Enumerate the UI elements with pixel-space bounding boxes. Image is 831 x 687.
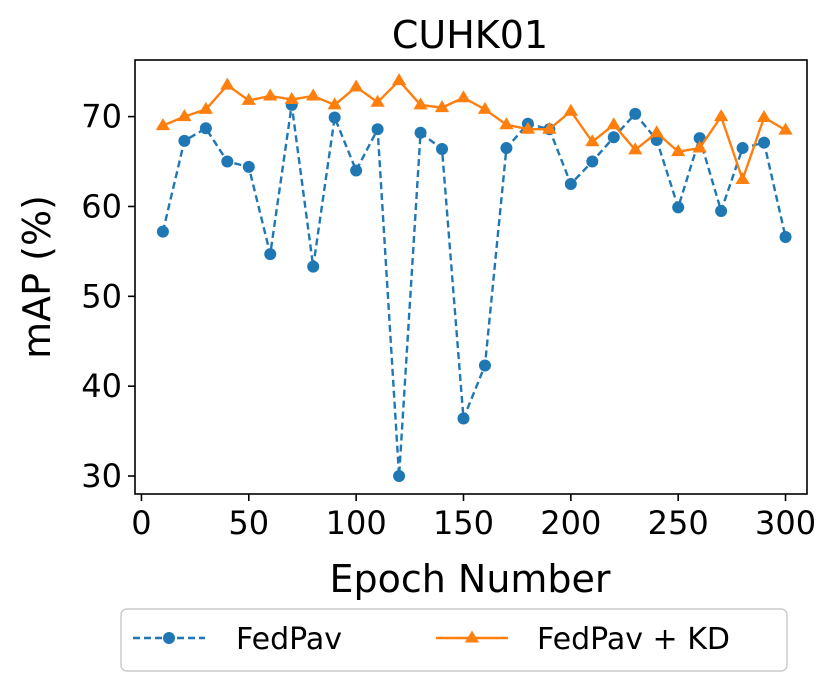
data-point <box>328 111 341 124</box>
x-tick-label: 250 <box>648 504 709 542</box>
data-point <box>155 118 171 131</box>
y-tick-label: 40 <box>81 367 122 405</box>
data-point <box>758 136 771 149</box>
data-point <box>198 101 213 114</box>
data-point <box>436 142 449 155</box>
legend-item: FedPav + KD <box>436 622 730 657</box>
data-point <box>692 140 707 153</box>
data-point <box>199 122 212 135</box>
x-tick-label: 200 <box>540 504 601 542</box>
data-point <box>564 178 577 190</box>
data-point <box>477 101 493 114</box>
x-tick-label: 0 <box>131 504 151 542</box>
data-point <box>306 88 321 101</box>
data-point <box>456 90 471 103</box>
legend-item: FedPav <box>133 622 342 657</box>
legend: FedPav FedPav + KD <box>120 608 788 672</box>
data-point <box>520 121 536 134</box>
data-point <box>434 100 450 113</box>
data-point <box>735 172 750 185</box>
data-point <box>221 155 234 168</box>
data-point <box>736 142 749 155</box>
data-point <box>649 125 664 138</box>
data-point <box>478 359 491 372</box>
series-layer <box>155 73 793 483</box>
data-point <box>542 121 557 134</box>
data-point <box>284 92 299 105</box>
x-tick-label: 100 <box>326 504 387 542</box>
data-point <box>263 88 278 101</box>
data-point <box>391 73 407 86</box>
data-point <box>629 107 642 120</box>
data-point <box>156 225 169 238</box>
data-point <box>672 201 685 214</box>
data-point <box>307 260 320 273</box>
legend-label: FedPav <box>236 622 342 657</box>
chart-title: CUHK01 <box>392 13 548 57</box>
data-point <box>350 164 363 177</box>
data-point <box>586 155 599 168</box>
data-point <box>241 92 256 105</box>
data-point <box>713 109 729 122</box>
data-point <box>457 412 470 425</box>
y-tick-label: 70 <box>81 98 122 136</box>
legend-box <box>120 608 788 672</box>
data-point <box>756 110 772 123</box>
y-axis-title: mAP (%) <box>15 195 59 359</box>
x-tick-label: 50 <box>228 504 269 542</box>
legend-marker <box>163 632 175 644</box>
data-point <box>220 77 235 90</box>
legend-label: FedPav + KD <box>537 622 730 657</box>
data-point <box>778 122 793 135</box>
data-point <box>628 142 643 155</box>
y-axis: 30 40 50 60 70 <box>81 98 135 495</box>
y-tick-label: 50 <box>81 277 122 315</box>
data-point <box>671 144 686 157</box>
series-fedpav <box>156 98 792 483</box>
data-point <box>715 204 728 217</box>
data-point <box>606 117 621 130</box>
series-line <box>161 103 787 478</box>
data-point <box>693 132 706 145</box>
y-tick-label: 30 <box>81 457 122 495</box>
data-point <box>414 126 427 139</box>
plot-area-frame <box>134 59 808 495</box>
data-point <box>370 94 385 107</box>
data-point <box>371 123 384 136</box>
data-point <box>779 231 792 244</box>
data-point <box>349 79 364 92</box>
data-point <box>499 117 514 130</box>
data-point <box>563 103 578 116</box>
data-point <box>177 109 192 122</box>
x-axis-title: Epoch Number <box>329 557 610 601</box>
data-point <box>607 131 620 144</box>
data-point <box>264 248 277 261</box>
data-point <box>500 142 513 155</box>
data-point <box>393 470 406 483</box>
x-tick-label: 150 <box>433 504 494 542</box>
legend-marker <box>464 630 480 643</box>
data-point <box>585 134 600 147</box>
series-line <box>162 79 787 181</box>
x-tick-label: 300 <box>755 504 816 542</box>
data-point <box>178 134 191 147</box>
data-point <box>327 97 342 110</box>
series-fedpav-kd <box>155 73 793 185</box>
x-axis: 0 50 100 150 200 250 300 <box>131 494 816 542</box>
data-point <box>242 160 255 173</box>
y-tick-label: 60 <box>81 187 122 225</box>
data-point <box>413 97 428 110</box>
